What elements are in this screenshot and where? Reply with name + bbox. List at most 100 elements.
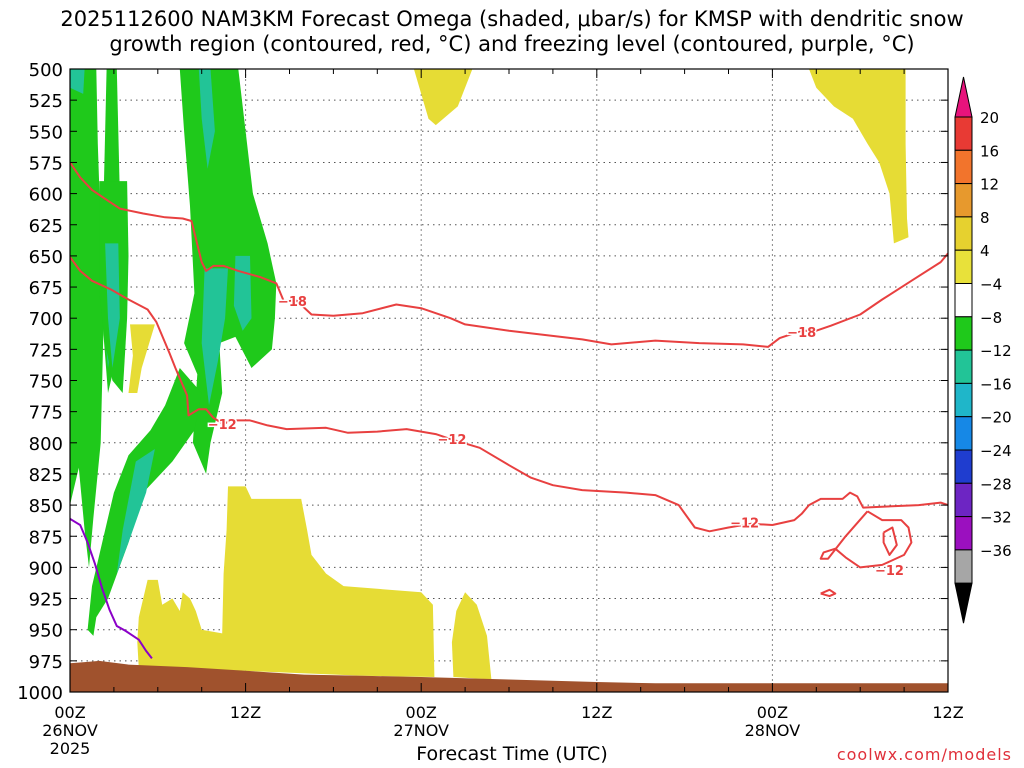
omega-region <box>70 69 104 568</box>
y-tick-label: 600 <box>29 185 63 206</box>
colorbar-label: 4 <box>980 242 990 260</box>
omega-region <box>809 69 909 244</box>
colorbar-swatch <box>954 482 973 518</box>
omega-region <box>87 368 202 636</box>
colorbar-label: −12 <box>980 342 1012 360</box>
y-tick-label: 550 <box>29 122 63 143</box>
y-tick-label: 875 <box>29 527 63 548</box>
colorbar-label: 8 <box>980 209 990 227</box>
colorbar-label: −36 <box>980 542 1012 560</box>
colorbar-label: −20 <box>980 409 1012 427</box>
x-tick-label: 00Z <box>757 703 788 722</box>
colorbar-swatch <box>954 183 973 218</box>
y-tick-label: 725 <box>29 340 63 361</box>
surface-terrain <box>70 660 948 692</box>
x-axis-title: Forecast Time (UTC) <box>416 743 608 765</box>
contour-labels: −18 −18 −12 −12 −12 −12 <box>206 293 905 580</box>
y-tick-label: 950 <box>29 621 63 642</box>
y-tick-label: 650 <box>29 247 63 268</box>
terrain-surface <box>70 660 948 692</box>
colorbar-swatch <box>954 516 973 551</box>
x-tick-label: 00Z <box>54 703 85 722</box>
colorbar-label: 20 <box>980 109 999 127</box>
colorbar-swatch <box>954 149 973 185</box>
x-tick-label: 12Z <box>230 703 261 722</box>
omega-region <box>413 69 473 126</box>
colorbar-label: −28 <box>980 475 1012 493</box>
y-tick-label: 700 <box>29 309 63 330</box>
colorbar-swatch <box>954 449 973 484</box>
dgz-contour-label: −18 <box>787 326 816 341</box>
dgz-contour-label: −18 <box>278 295 307 310</box>
colorbar-swatch <box>954 416 973 451</box>
omega-region <box>198 69 215 169</box>
y-tick-label: 850 <box>29 496 63 517</box>
y-tick-label: 800 <box>29 434 63 455</box>
x-tick-label: 27NOV <box>393 721 449 740</box>
y-tick-label: 975 <box>29 652 63 673</box>
colorbar-swatch <box>954 549 973 584</box>
colorbar-swatch <box>954 316 973 351</box>
chart-title-line2: growth region (contoured, red, °C) and f… <box>109 32 915 56</box>
dgz-contour-label: −12 <box>875 564 904 579</box>
y-tick-label: 575 <box>29 153 63 174</box>
chart-title-line1: 2025112600 NAM3KM Forecast Omega (shaded… <box>60 7 964 31</box>
y-tick-label: 625 <box>29 216 63 237</box>
x-tick-label: 12Z <box>581 703 612 722</box>
dgz-contour <box>820 588 837 598</box>
omega-region <box>201 268 228 406</box>
colorbar-bottom-arrow <box>954 582 973 624</box>
omega-region <box>451 592 492 680</box>
omega-region <box>116 449 155 574</box>
omega-shading <box>70 69 909 680</box>
colorbar-label: −16 <box>980 375 1012 393</box>
colorbar-label: 16 <box>980 142 999 160</box>
x-tick-label: 28NOV <box>745 721 801 740</box>
dgz-contour <box>882 526 898 556</box>
grid-layer <box>70 69 948 692</box>
y-tick-label: 675 <box>29 278 63 299</box>
colorbar-swatch <box>954 283 973 318</box>
dgz-contour <box>819 510 913 569</box>
colorbar-label: 12 <box>980 176 999 194</box>
contour-lines <box>70 161 948 660</box>
dgz-contour <box>70 161 948 348</box>
y-tick-label: 1000 <box>17 683 63 704</box>
omega-region <box>105 243 120 368</box>
colorbar-top-arrow <box>954 76 973 118</box>
colorbar-label: −24 <box>980 442 1012 460</box>
dgz-contour-label: −12 <box>208 418 237 433</box>
axes: 500 525 550 575 600 625 650 675 700 725 750 775 800 8… <box>17 60 964 758</box>
dgz-contour-label: −12 <box>437 433 466 448</box>
y-tick-label: 525 <box>29 91 63 112</box>
omega-region <box>70 69 85 94</box>
x-tick-label: 12Z <box>932 703 963 722</box>
x-tick-label: 00Z <box>406 703 437 722</box>
colorbar-label: −32 <box>980 509 1012 527</box>
omega-region <box>128 324 155 393</box>
colorbar-swatch <box>954 216 973 251</box>
y-tick-label: 500 <box>29 60 63 81</box>
colorbar-swatch <box>954 349 973 384</box>
omega-region <box>179 69 277 474</box>
colorbar: 20 16 12 8 4 −4 −8 −12 −16 −20 −24 −28 −32 −36 <box>954 76 1012 624</box>
x-tick-label: 2025 <box>50 739 91 758</box>
dgz-contour <box>70 256 948 533</box>
y-tick-label: 925 <box>29 590 63 611</box>
colorbar-label: −8 <box>980 309 1002 327</box>
credit-link[interactable]: coolwx.com/models <box>836 745 1012 764</box>
freezing-level-contour <box>70 517 153 660</box>
colorbar-swatch <box>954 249 973 284</box>
y-tick-label: 750 <box>29 372 63 393</box>
y-tick-label: 825 <box>29 465 63 486</box>
colorbar-swatch <box>954 382 973 418</box>
omega-region <box>233 255 252 331</box>
colorbar-swatch <box>954 116 973 151</box>
omega-region <box>137 486 435 677</box>
dgz-contour-label: −12 <box>730 517 759 532</box>
y-tick-label: 900 <box>29 558 63 579</box>
colorbar-label: −4 <box>980 276 1002 294</box>
y-tick-label: 775 <box>29 403 63 424</box>
x-tick-label: 26NOV <box>42 721 98 740</box>
